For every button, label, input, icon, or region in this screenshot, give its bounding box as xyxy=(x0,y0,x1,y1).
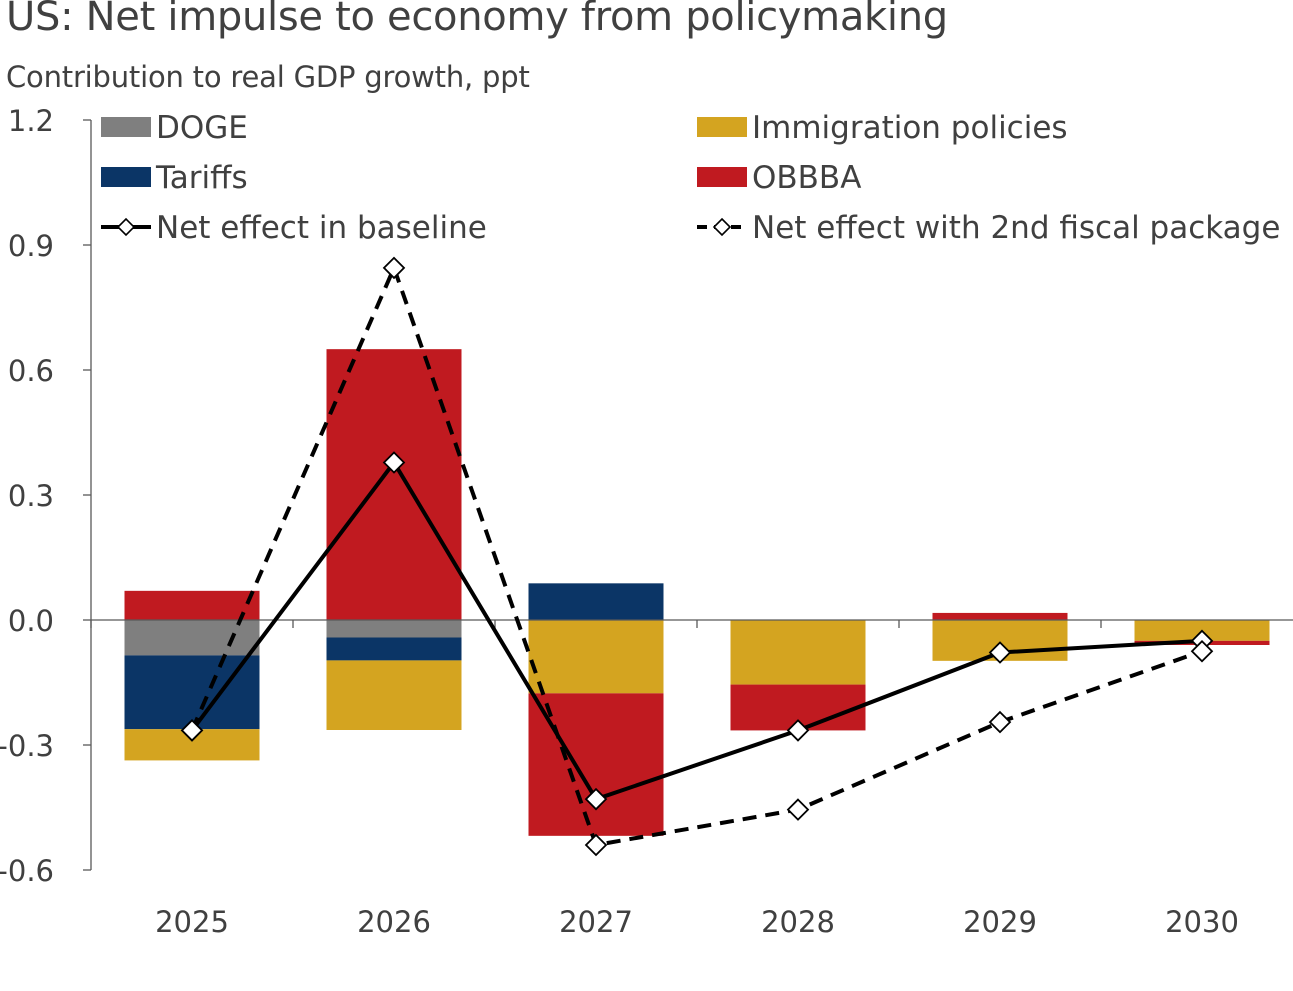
y-tick-label: 0.3 xyxy=(8,479,54,513)
legend-label-tariffs: Tariffs xyxy=(155,160,248,196)
bar-immigration-policies-2027 xyxy=(528,620,664,694)
marker-layer xyxy=(180,256,1214,857)
x-tick-label: 2025 xyxy=(155,905,229,939)
bar-layer xyxy=(124,349,1270,836)
legend-swatch-obbba xyxy=(697,167,747,187)
axes xyxy=(83,119,1293,871)
legend-item-net-effect-with-2nd-fiscal-package: Net effect with 2nd fiscal package xyxy=(697,210,1280,246)
bar-doge-2025 xyxy=(124,620,260,656)
line-net-effect-in-baseline xyxy=(190,458,1203,802)
bar-obbba-2027 xyxy=(528,693,664,836)
legend: DOGE Immigration policies Tariffs OBBBA Net … xyxy=(101,110,1280,246)
bar-obbba-2026 xyxy=(326,349,462,620)
marker-net-effect-with-2nd-fiscal-package-2029 xyxy=(988,710,1012,734)
y-tick-label: -0.6 xyxy=(0,854,54,888)
chart-title: US: Net impulse to economy from policyma… xyxy=(6,0,948,40)
line-layer xyxy=(190,262,1203,848)
bar-doge-2026 xyxy=(326,620,462,638)
marker-net-effect-in-baseline-2027 xyxy=(584,787,608,811)
legend-item-obbba: OBBBA xyxy=(697,160,861,196)
legend-item-doge: DOGE xyxy=(101,110,248,146)
legend-marker-net-effect-with-2nd-fiscal-package xyxy=(712,217,732,237)
legend-label-net-effect-with-2nd-fiscal-package: Net effect with 2nd fiscal package xyxy=(752,210,1280,246)
marker-net-effect-with-2nd-fiscal-package-2027 xyxy=(584,833,608,857)
legend-swatch-immigration-policies xyxy=(697,117,747,137)
line-net-effect-with-2nd-fiscal-package xyxy=(190,262,1203,848)
y-tick-label: 0.9 xyxy=(8,229,54,263)
legend-label-net-effect-in-baseline: Net effect in baseline xyxy=(156,210,487,246)
x-tick-label: 2029 xyxy=(963,905,1037,939)
legend-item-net-effect-in-baseline: Net effect in baseline xyxy=(101,210,487,246)
marker-net-effect-in-baseline-2028 xyxy=(786,719,810,742)
chart-subtitle: Contribution to real GDP growth, ppt xyxy=(6,60,530,94)
legend-label-doge: DOGE xyxy=(156,110,248,146)
bar-tariffs-2027 xyxy=(528,583,664,620)
x-tick-label: 2026 xyxy=(357,905,431,939)
x-axis-labels: 2025 2026 2027 2028 2029 2030 xyxy=(155,905,1239,939)
y-tick-label: 0.0 xyxy=(8,604,54,638)
bar-tariffs-2026 xyxy=(326,637,462,661)
x-tick-label: 2027 xyxy=(559,905,633,939)
bar-immigration-policies-2028 xyxy=(730,620,866,685)
y-tick-label: -0.3 xyxy=(0,729,54,763)
marker-net-effect-in-baseline-2026 xyxy=(382,451,406,474)
legend-marker-net-effect-in-baseline xyxy=(116,217,136,237)
bar-immigration-policies-2026 xyxy=(326,660,462,730)
bar-obbba-2029 xyxy=(932,612,1068,620)
marker-net-effect-in-baseline-2029 xyxy=(988,641,1012,664)
legend-swatch-tariffs xyxy=(101,167,151,187)
marker-net-effect-with-2nd-fiscal-package-2028 xyxy=(786,798,810,821)
bar-obbba-2025 xyxy=(124,590,260,620)
legend-label-obbba: OBBBA xyxy=(752,160,861,196)
marker-net-effect-with-2nd-fiscal-package-2025 xyxy=(180,719,204,742)
legend-swatch-doge xyxy=(101,117,151,137)
y-tick-label: 0.6 xyxy=(8,354,54,388)
legend-item-tariffs: Tariffs xyxy=(101,160,248,196)
x-tick-label: 2028 xyxy=(761,905,835,939)
marker-net-effect-with-2nd-fiscal-package-2026 xyxy=(382,256,406,280)
y-tick-label: 1.2 xyxy=(8,104,54,138)
legend-item-immigration-policies: Immigration policies xyxy=(697,110,1068,146)
legend-label-immigration-policies: Immigration policies xyxy=(752,110,1068,146)
x-tick-label: 2030 xyxy=(1165,905,1239,939)
marker-net-effect-with-2nd-fiscal-package-2030 xyxy=(1190,639,1214,663)
y-axis-labels: 1.2 0.9 0.6 0.3 0.0 -0.3 -0.6 xyxy=(0,104,54,888)
